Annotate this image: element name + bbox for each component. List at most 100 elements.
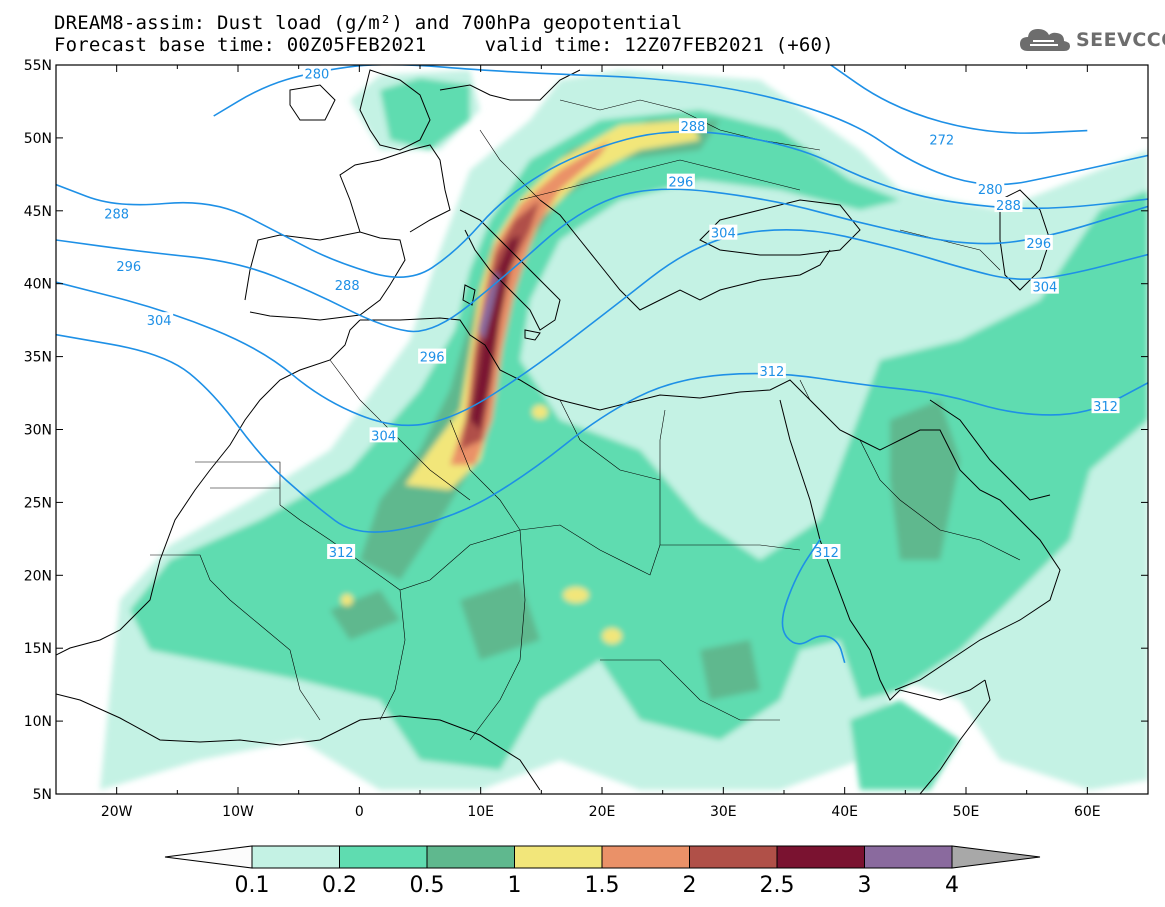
- dust-area-high: [532, 405, 548, 419]
- contour-label-bg: [418, 348, 447, 364]
- map-title-line-2: Forecast base time: 00Z05FEB2021 valid t…: [54, 34, 834, 56]
- dust-area-medium: [850, 700, 960, 790]
- country-border: [660, 544, 801, 551]
- colorbar-high-arrow: [951, 845, 1041, 869]
- coastline-north-sea: [439, 69, 581, 101]
- dust-area-high: [602, 628, 622, 644]
- dust-shading: [100, 70, 1148, 790]
- dust-area-dense: [330, 590, 400, 640]
- contour-label-bg: [369, 427, 398, 443]
- coastline-black-sea: [699, 199, 861, 256]
- contour-label: 288: [104, 208, 129, 223]
- country-border: [799, 379, 831, 421]
- country-border: [469, 529, 526, 741]
- country-border: [659, 409, 666, 441]
- coastline-italy: [459, 209, 561, 331]
- colorbar-swatch: [426, 845, 515, 869]
- seevccc-logo: SEEVCCC: [1018, 24, 1165, 56]
- contour-line-296: [56, 188, 1148, 333]
- contour-label: 312: [759, 365, 784, 380]
- dust-area-extreme: [470, 235, 520, 430]
- contour-label: 296: [420, 351, 445, 366]
- country-border: [379, 589, 406, 721]
- colorbar-swatch: [601, 845, 690, 869]
- country-border: [519, 159, 801, 201]
- colorbar-level-label: 0.2: [322, 873, 357, 898]
- coastline-mediterranean-islands: [462, 284, 541, 341]
- lon-tick-label: 60E: [1074, 804, 1101, 820]
- lat-tick-label: 15N: [24, 641, 52, 657]
- colorbar-level-label: 2: [682, 873, 697, 898]
- dust-area-peak: [478, 272, 500, 340]
- coastline-balkans: [539, 199, 831, 311]
- contour-line-312: [56, 333, 1148, 533]
- colorbar-level-label: 4: [945, 873, 959, 898]
- contour-label-bg: [927, 131, 956, 147]
- contour-label: 312: [814, 546, 839, 561]
- contour-label: 304: [711, 227, 736, 242]
- contour-label-bg: [1091, 398, 1120, 414]
- colorbar-level-label: 1: [507, 873, 522, 898]
- contour-label: 312: [329, 546, 354, 561]
- country-border: [479, 129, 541, 201]
- lon-tick-label: 20W: [101, 804, 133, 820]
- dust-area-high: [341, 594, 353, 606]
- contour-line-6: [781, 538, 846, 664]
- lat-tick-label: 55N: [24, 58, 52, 74]
- colorbar-swatch: [864, 845, 953, 869]
- contour-label-bg: [1024, 234, 1053, 250]
- country-border: [559, 399, 661, 481]
- dust-area-dense: [890, 400, 960, 560]
- contour-label-bg: [757, 363, 786, 379]
- lat-tick-label: 30N: [24, 423, 52, 439]
- geopotential-contours: 2722802802882882882882962962962963043043…: [56, 65, 1148, 664]
- lon-tick-label: 10W: [222, 804, 254, 820]
- contour-line-288: [56, 130, 1148, 278]
- lat-tick-label: 25N: [24, 495, 52, 511]
- colorbar-level-label: 0.5: [409, 873, 445, 898]
- lat-tick-label: 20N: [24, 568, 52, 584]
- contour-line-304: [56, 228, 1148, 427]
- contour-label-bg: [679, 118, 707, 134]
- contour-line-272: [829, 65, 1088, 134]
- dust-colorbar: [164, 845, 1041, 869]
- contour-label: 280: [304, 68, 329, 83]
- lat-tick-label: 45N: [24, 204, 52, 220]
- logo-text: SEEVCCC: [1076, 29, 1165, 51]
- lon-tick-label: 30E: [710, 804, 737, 820]
- country-border: [150, 554, 321, 721]
- lat-tick-label: 35N: [24, 350, 52, 366]
- contour-label-bg: [976, 180, 1005, 196]
- contour-label: 296: [116, 260, 141, 275]
- contour-label: 304: [1032, 281, 1057, 296]
- contour-label-bg: [1030, 278, 1059, 294]
- lon-tick-label: 10E: [467, 804, 494, 820]
- colorbar-swatch: [776, 845, 865, 869]
- lon-tick-label: 50E: [953, 804, 980, 820]
- lat-tick-label: 5N: [33, 787, 52, 803]
- dust-area-dense: [460, 580, 540, 660]
- coastline-caspian-sea: [999, 189, 1051, 291]
- lat-tick-label: 10N: [24, 714, 52, 730]
- contour-label: 280: [978, 183, 1003, 198]
- colorbar-level-label: 3: [857, 873, 872, 898]
- country-border: [195, 440, 661, 591]
- contour-label-bg: [114, 258, 143, 274]
- contour-label-bg: [709, 224, 738, 240]
- coastline-red-sea: [779, 399, 986, 701]
- colorbar-level-label: 1.5: [584, 873, 620, 898]
- contour-label: 272: [929, 133, 954, 148]
- colorbar-swatch: [689, 845, 778, 869]
- coastline-persian-gulf: [929, 399, 1051, 501]
- map-title-line-1: DREAM8-assim: Dust load (g/m²) and 700hP…: [54, 12, 683, 34]
- contour-label: 288: [996, 199, 1021, 214]
- coastline-iberia: [244, 231, 406, 321]
- coastline-west-africa: [56, 319, 361, 656]
- colorbar-level-label: 2.5: [759, 873, 795, 898]
- coastline-france: [339, 144, 451, 233]
- contour-label-bg: [994, 196, 1023, 212]
- contour-label: 288: [335, 279, 360, 294]
- country-border: [600, 659, 780, 721]
- dust-area-high: [563, 587, 589, 603]
